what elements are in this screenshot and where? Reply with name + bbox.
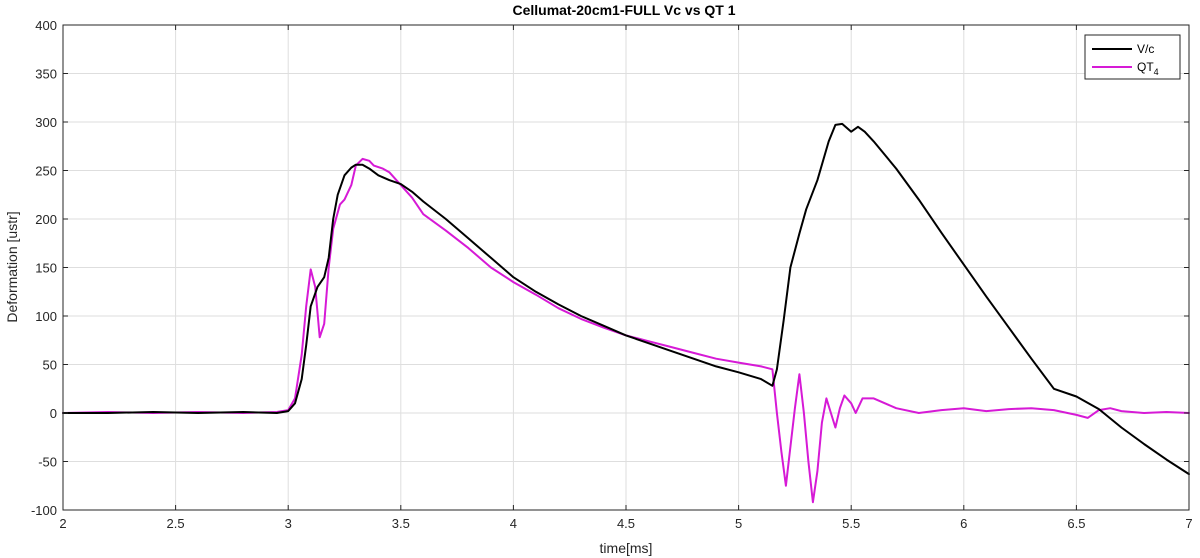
x-tick-label: 5.5 (842, 516, 860, 531)
series-line-qt4 (62, 157, 1190, 504)
y-tick-label: -50 (38, 455, 57, 470)
x-tick-label: 4.5 (617, 516, 635, 531)
y-tick-label: 250 (35, 164, 57, 179)
y-axis-ticks: -100 -50 0 50 100 150 200 250 300 350 400 (31, 18, 1189, 518)
y-tick-label: 300 (35, 115, 57, 130)
chart-title: Cellumat-20cm1-FULL Vc vs QT 1 (512, 2, 735, 18)
legend-label-qt4-text: QT (1137, 60, 1154, 74)
legend-label-vc: V/c (1137, 42, 1154, 56)
y-axis-label: Deformation [ustr] (4, 211, 20, 322)
y-tick-label: -100 (31, 503, 57, 518)
x-axis-label: time[ms] (600, 540, 653, 556)
legend-label-qt4: QT4 (1137, 60, 1159, 77)
y-tick-label: 400 (35, 18, 57, 33)
x-tick-label: 2 (59, 516, 66, 531)
y-tick-label: 50 (43, 358, 57, 373)
y-tick-label: 150 (35, 261, 57, 276)
legend-label-vc-text: V/c (1137, 42, 1154, 56)
legend-label-qt4-sub: 4 (1154, 67, 1159, 77)
series-line-vc (62, 122, 1190, 476)
legend: V/c QT4 (1084, 34, 1181, 80)
y-tick-label: 350 (35, 67, 57, 82)
y-tick-label: 200 (35, 212, 57, 227)
legend-box (1084, 34, 1181, 80)
y-tick-label: 100 (35, 309, 57, 324)
x-axis-ticks: 2 2.5 3 3.5 4 4.5 5 5.5 6 6.5 7 (59, 25, 1193, 531)
x-tick-label: 6 (960, 516, 967, 531)
x-tick-label: 3 (285, 516, 292, 531)
x-tick-label: 5 (735, 516, 742, 531)
series-layer (62, 122, 1190, 504)
x-tick-label: 4 (510, 516, 517, 531)
x-tick-label: 7 (1185, 516, 1192, 531)
x-tick-label: 6.5 (1067, 516, 1085, 531)
x-tick-label: 3.5 (392, 516, 410, 531)
y-tick-label: 0 (50, 406, 57, 421)
x-tick-label: 2.5 (167, 516, 185, 531)
